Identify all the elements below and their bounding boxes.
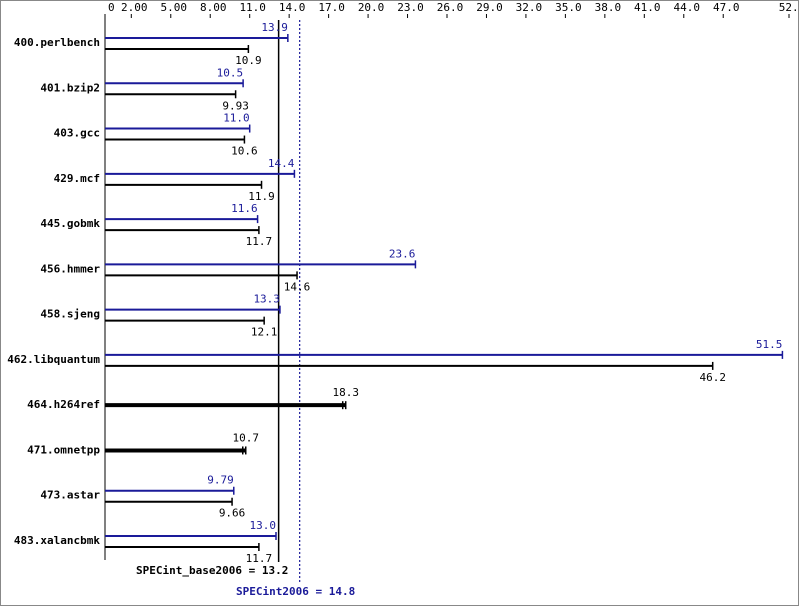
value-label: 13.3 xyxy=(253,293,280,306)
x-tick-label: 0 xyxy=(108,1,115,14)
x-tick-label: 26.0 xyxy=(437,1,464,14)
value-label: 11.7 xyxy=(246,552,273,565)
x-tick-label: 32.0 xyxy=(516,1,543,14)
value-label: 51.5 xyxy=(756,338,783,351)
category-label: 462.libquantum xyxy=(7,353,100,366)
category-label: 473.astar xyxy=(40,489,100,502)
category-label: 458.sjeng xyxy=(40,308,100,321)
x-tick-label: 47.0 xyxy=(713,1,740,14)
x-tick-label: 17.0 xyxy=(318,1,345,14)
value-label: 13.0 xyxy=(250,519,277,532)
x-tick-label: 5.00 xyxy=(161,1,188,14)
category-label: 403.gcc xyxy=(54,127,100,140)
x-tick-label: 23.0 xyxy=(397,1,424,14)
value-label: 10.7 xyxy=(232,431,259,444)
x-tick-label: 29.0 xyxy=(476,1,503,14)
value-label: 18.3 xyxy=(332,386,359,399)
x-tick-label: 14.0 xyxy=(279,1,306,14)
x-tick-label: 41.0 xyxy=(634,1,661,14)
category-label: 471.omnetpp xyxy=(27,443,100,456)
x-tick-label: 11.0 xyxy=(239,1,266,14)
x-tick-label: 35.0 xyxy=(555,1,582,14)
category-label: 483.xalancbmk xyxy=(14,534,100,547)
reference-label: SPECint2006 = 14.8 xyxy=(236,585,355,598)
value-label: 12.1 xyxy=(251,326,278,339)
value-label: 10.6 xyxy=(231,145,258,158)
category-label: 400.perlbench xyxy=(14,36,100,49)
value-label: 9.66 xyxy=(219,507,246,520)
x-tick-label: 38.0 xyxy=(595,1,622,14)
x-tick-label: 2.00 xyxy=(121,1,148,14)
category-label: 464.h264ref xyxy=(27,398,100,411)
reference-label: SPECint_base2006 = 13.2 xyxy=(136,564,288,577)
value-label: 10.9 xyxy=(235,54,262,67)
x-tick-label: 44.0 xyxy=(674,1,701,14)
category-label: 429.mcf xyxy=(54,172,100,185)
category-label: 401.bzip2 xyxy=(40,81,100,94)
value-label: 46.2 xyxy=(699,371,726,384)
value-label: 10.5 xyxy=(217,66,244,79)
value-label: 23.6 xyxy=(389,247,416,260)
category-label: 445.gobmk xyxy=(40,217,100,230)
value-label: 11.6 xyxy=(231,202,258,215)
value-label: 13.9 xyxy=(261,21,288,34)
value-label: 9.79 xyxy=(207,474,234,487)
value-label: 14.4 xyxy=(268,157,295,170)
x-tick-label: 8.00 xyxy=(200,1,227,14)
x-tick-label: 52.0 xyxy=(779,1,799,14)
value-label: 14.6 xyxy=(284,280,311,293)
category-label: 456.hmmer xyxy=(40,262,100,275)
value-label: 11.0 xyxy=(223,112,250,125)
x-tick-label: 20.0 xyxy=(358,1,385,14)
value-label: 11.7 xyxy=(246,235,273,248)
value-label: 9.93 xyxy=(222,99,249,112)
value-label: 11.9 xyxy=(248,190,275,203)
